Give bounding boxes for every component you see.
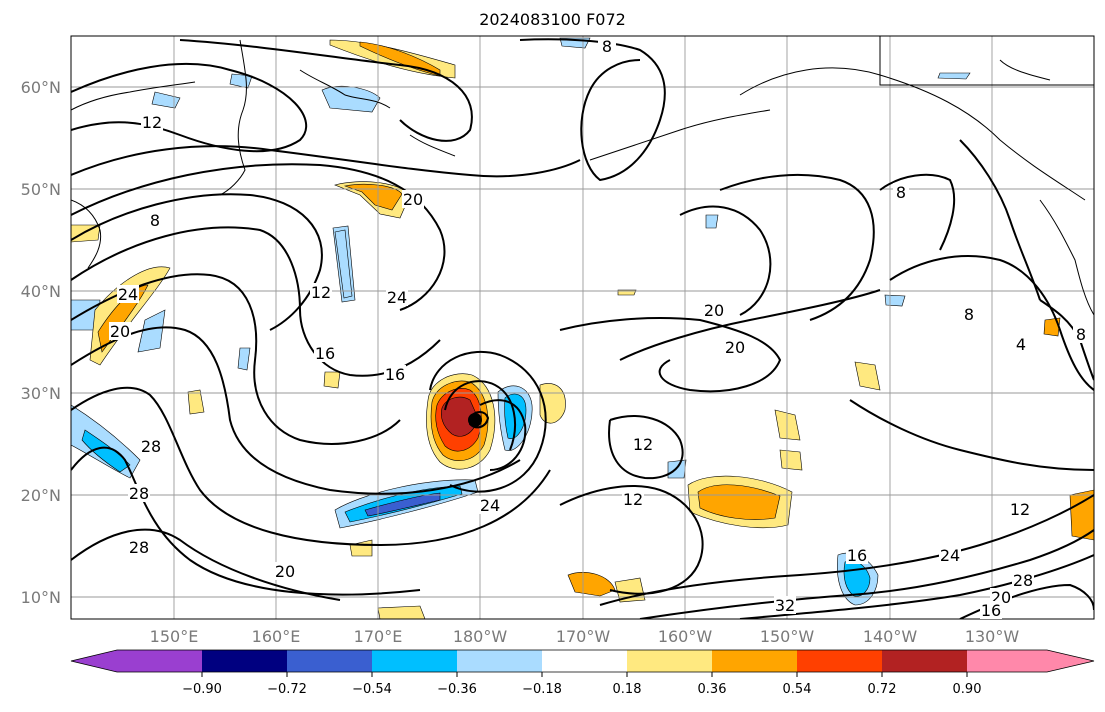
contour-label: 28 (141, 437, 161, 456)
colorbar-tick-label: 0.18 (613, 682, 642, 697)
contour-label: 20 (725, 338, 745, 357)
colorbar-tick-label: 0.90 (953, 682, 982, 697)
contour-label: 12 (1010, 500, 1030, 519)
contour-labels: 8 12 8 20 8 24 20 12 24 16 16 20 20 8 4 … (109, 37, 1089, 620)
contour-label: 24 (387, 288, 407, 307)
lon-label: 160°W (658, 627, 713, 646)
lon-label: 160°E (252, 627, 301, 646)
contour-label: 12 (142, 113, 162, 132)
colorbar-segment (712, 650, 797, 672)
contour-label: 24 (940, 546, 960, 565)
contour-label: 8 (602, 37, 612, 56)
contour-label: 16 (385, 365, 405, 384)
lon-label: 130°W (965, 627, 1020, 646)
lat-label: 20°N (21, 486, 61, 505)
contour-label: 12 (311, 283, 331, 302)
map-title: 2024083100 F072 (479, 10, 626, 29)
lon-label: 180°W (453, 627, 508, 646)
map-background (71, 36, 1094, 619)
contour-label: 8 (896, 183, 906, 202)
colorbar-tick-label: −0.54 (352, 682, 392, 697)
longitude-labels: 150°E 160°E 170°E 180°W 170°W 160°W 150°… (150, 627, 1020, 646)
contour-label: 20 (403, 190, 423, 209)
contour-label: 24 (480, 496, 500, 515)
colorbar-segment (967, 650, 1047, 672)
contour-label: 20 (275, 562, 295, 581)
colorbar-tick-label: −0.36 (437, 682, 477, 697)
colorbar-tick-label: −0.18 (522, 682, 562, 697)
lon-label: 150°E (150, 627, 199, 646)
contour-label: 16 (847, 546, 867, 565)
lat-label: 60°N (21, 78, 61, 97)
contour-label: 12 (623, 490, 643, 509)
colorbar-segment (372, 650, 457, 672)
contour-label: 8 (964, 305, 974, 324)
lon-label: 140°W (863, 627, 918, 646)
contour-label: 20 (110, 322, 130, 341)
height-contours (71, 38, 1094, 619)
contour-label: 28 (1013, 571, 1033, 590)
colorbar-tick-label: −0.72 (267, 682, 307, 697)
lat-label: 40°N (21, 282, 61, 301)
colorbar-segment (627, 650, 712, 672)
colorbar-tick-label: −0.90 (182, 682, 222, 697)
colorbar-segment (882, 650, 967, 672)
contour-label: 16 (315, 344, 335, 363)
lon-label: 170°E (354, 627, 403, 646)
coastlines (71, 36, 1094, 316)
colorbar-segment (117, 650, 202, 672)
lat-label: 50°N (21, 180, 61, 199)
typhoon-center-marker (468, 413, 482, 427)
contour-label: 8 (1076, 325, 1086, 344)
colorbar-extend-high (1047, 650, 1094, 672)
contour-label: 32 (775, 596, 795, 615)
colorbar-segment (202, 650, 287, 672)
map-grid (71, 36, 1094, 619)
contour-label: 20 (704, 301, 724, 320)
colorbar-segment (797, 650, 882, 672)
contour-label: 12 (633, 435, 653, 454)
map-frame (70, 35, 1095, 620)
colorbar-tick-label: 0.72 (868, 682, 897, 697)
colorbar-segment (287, 650, 372, 672)
colorbar-tick-label: 0.54 (783, 682, 812, 697)
contour-label: 8 (150, 211, 160, 230)
colorbar-segment (542, 650, 627, 672)
contour-label: 28 (129, 484, 149, 503)
contour-label: 24 (118, 285, 138, 304)
shaded-fields (71, 37, 1094, 619)
colorbar-segment (457, 650, 542, 672)
lat-label: 10°N (21, 588, 61, 607)
colorbar-tick-label: 0.36 (698, 682, 727, 697)
colorbar: −0.90 −0.72 −0.54 −0.36 −0.18 0.18 0.36 … (70, 649, 1095, 697)
latitude-labels: 60°N 50°N 40°N 30°N 20°N 10°N (21, 78, 61, 607)
lon-label: 170°W (556, 627, 611, 646)
lat-label: 30°N (21, 384, 61, 403)
contour-label: 4 (1016, 335, 1026, 354)
colorbar-extend-low (71, 650, 117, 672)
lon-label: 150°W (760, 627, 815, 646)
contour-label: 28 (129, 538, 149, 557)
contour-label: 16 (981, 601, 1001, 620)
